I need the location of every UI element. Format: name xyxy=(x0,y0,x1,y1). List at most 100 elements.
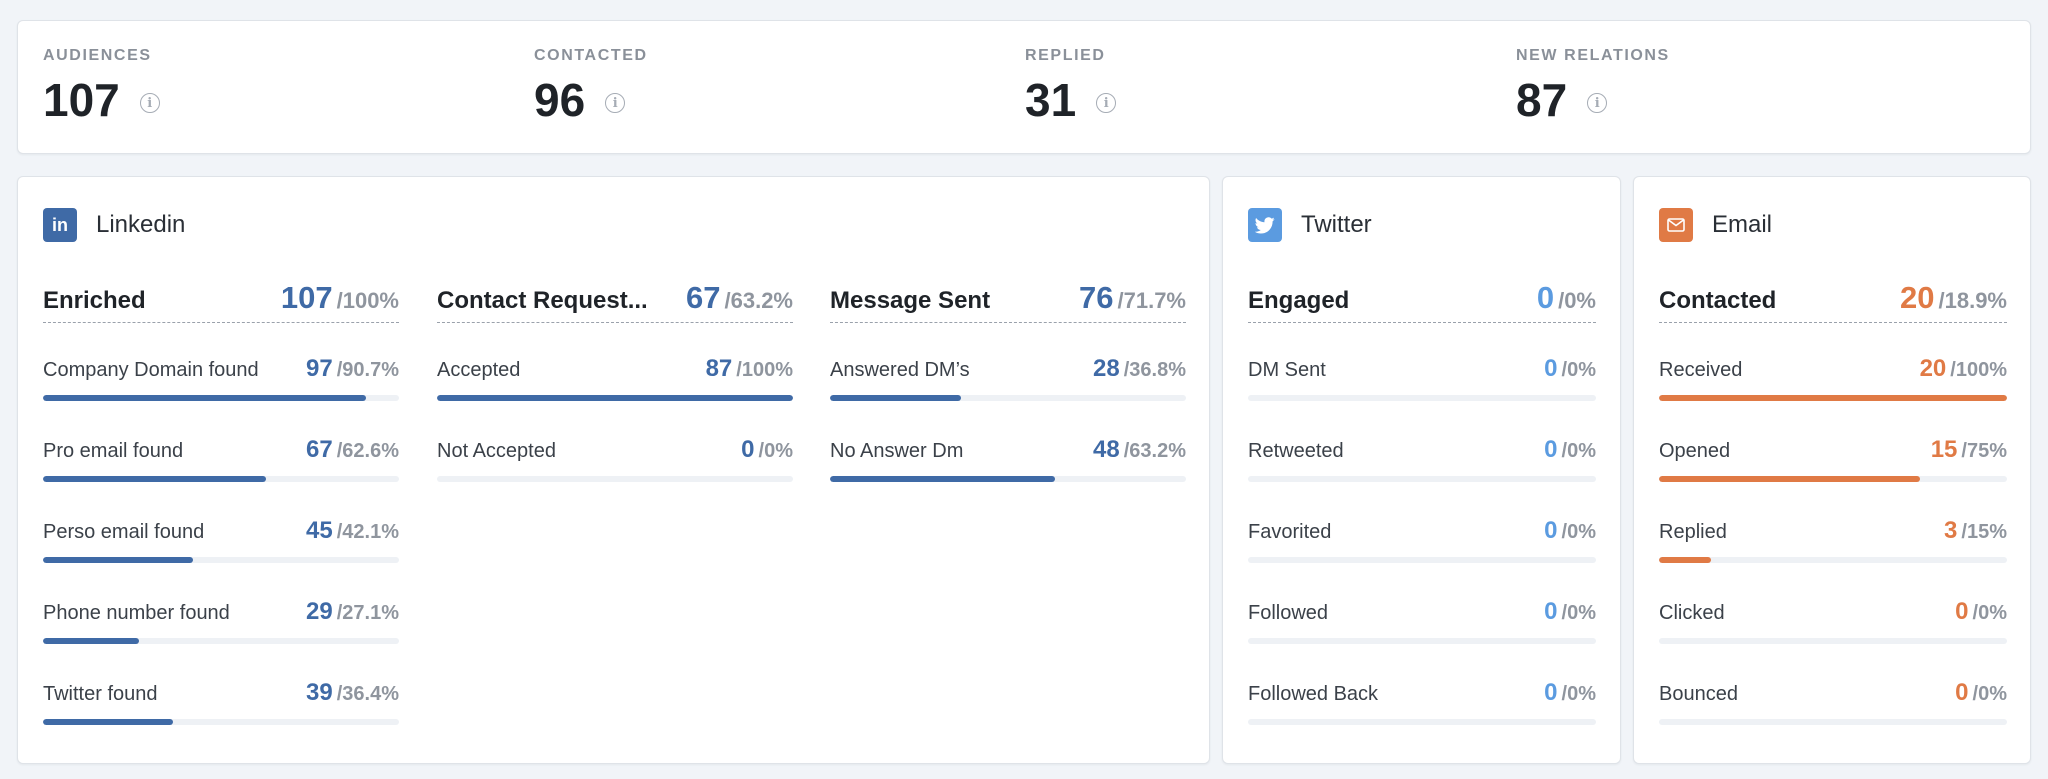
email-title: Email xyxy=(1712,211,1773,238)
metric-row: Not Accepted 0/0% xyxy=(437,404,793,485)
metric-value: 39 xyxy=(306,679,333,706)
twitter-bird-glyph xyxy=(1255,216,1275,233)
stat-audiences: AUDIENCES 107 i xyxy=(43,47,160,123)
column-title: Contact Request... xyxy=(437,287,648,314)
metric-value: 28 xyxy=(1093,355,1120,382)
metric-column: Enriched 107/100% Company Domain found 97/9… xyxy=(43,280,399,728)
column-title: Engaged xyxy=(1248,287,1350,314)
metric-value: 48 xyxy=(1093,436,1120,463)
progress-track xyxy=(1248,476,1596,482)
progress-track xyxy=(1659,557,2007,563)
metric-row: Pro email found 67/62.6% xyxy=(43,404,399,485)
metric-value: 97 xyxy=(306,355,333,382)
metric-row: Followed 0/0% xyxy=(1248,566,1596,647)
metric-value: 3 xyxy=(1944,517,1958,544)
stat-value: 96 xyxy=(534,74,586,126)
progress-fill xyxy=(437,395,793,401)
column-header: Contacted 20/18.9% xyxy=(1659,280,2007,323)
metric-label: Followed xyxy=(1248,602,1329,624)
stat-label: REPLIED xyxy=(1025,47,1106,64)
progress-fill xyxy=(830,395,961,401)
metric-row: Accepted 87/100% xyxy=(437,323,793,404)
metric-value: 45 xyxy=(306,517,333,544)
stat-label: NEW RELATIONS xyxy=(1516,47,1670,64)
metric-percent: /100% xyxy=(736,359,793,381)
metric-percent: /100% xyxy=(1950,359,2007,381)
progress-track xyxy=(1248,719,1596,725)
progress-track xyxy=(43,476,399,482)
column-header: Contact Request... 67/63.2% xyxy=(437,280,793,323)
metric-value: 0 xyxy=(1955,679,1969,706)
progress-track xyxy=(437,476,793,482)
metric-row: Company Domain found 97/90.7% xyxy=(43,323,399,404)
metric-column: Contact Request... 67/63.2% Accepted 87/100… xyxy=(437,280,793,485)
metric-row: Opened 15/75% xyxy=(1659,404,2007,485)
progress-track xyxy=(43,719,399,725)
summary-stats-card: AUDIENCES 107 i CONTACTED 96 i REPLIED 3… xyxy=(17,20,2031,154)
metric-label: Not Accepted xyxy=(437,440,556,462)
metric-column: Engaged 0/0% DM Sent 0/0% Retweeted 0/0% Favor… xyxy=(1248,280,1596,728)
info-icon[interactable]: i xyxy=(1587,93,1608,113)
stat-contacted: CONTACTED 96 i xyxy=(534,47,648,123)
stat-value: 31 xyxy=(1025,74,1077,126)
metric-value: 0 xyxy=(1544,598,1558,625)
progress-track xyxy=(830,395,1186,401)
column-value: 20 xyxy=(1900,280,1935,315)
metric-percent: /0% xyxy=(1561,440,1596,462)
metric-percent: /90.7% xyxy=(336,359,399,381)
progress-track xyxy=(437,395,793,401)
linkedin-card: in Linkedin Enriched 107/100% Company Doma… xyxy=(17,176,1210,764)
progress-fill xyxy=(1659,395,2007,401)
progress-fill xyxy=(43,557,193,563)
column-title: Contacted xyxy=(1659,287,1777,314)
metric-percent: /42.1% xyxy=(336,521,399,543)
metric-percent: /27.1% xyxy=(336,602,399,624)
progress-fill xyxy=(830,476,1055,482)
column-title: Message Sent xyxy=(830,287,991,314)
info-icon[interactable]: i xyxy=(139,93,160,113)
progress-fill xyxy=(1659,557,1712,563)
metric-percent: /36.4% xyxy=(336,683,399,705)
metric-label: Phone number found xyxy=(43,602,230,624)
metric-value: 0 xyxy=(741,436,755,463)
envelope-glyph xyxy=(1667,218,1685,232)
metric-row: Followed Back 0/0% xyxy=(1248,647,1596,728)
metric-label: Replied xyxy=(1659,521,1727,543)
metric-label: Bounced xyxy=(1659,683,1738,705)
metric-label: Twitter found xyxy=(43,683,158,705)
email-card: Email Contacted 20/18.9% Received 20/100% Op… xyxy=(1633,176,2031,764)
stat-replied: REPLIED 31 i xyxy=(1025,47,1117,126)
envelope-icon xyxy=(1659,208,1693,242)
linkedin-icon: in xyxy=(43,208,77,242)
progress-track xyxy=(1659,395,2007,401)
metric-row: Perso email found 45/42.1% xyxy=(43,485,399,566)
metric-row: Retweeted 0/0% xyxy=(1248,404,1596,485)
metric-percent: /0% xyxy=(1972,602,2007,624)
stat-value: 87 xyxy=(1516,74,1568,126)
metric-percent: /75% xyxy=(1961,440,2007,462)
info-icon[interactable]: i xyxy=(605,93,626,113)
metric-percent: /36.8% xyxy=(1123,359,1186,381)
metric-percent: /0% xyxy=(1561,359,1596,381)
metric-label: Company Domain found xyxy=(43,359,259,381)
info-icon[interactable]: i xyxy=(1096,93,1117,113)
column-value: 107 xyxy=(280,280,333,315)
metric-percent: /62.6% xyxy=(336,440,399,462)
progress-track xyxy=(1248,638,1596,644)
metric-label: No Answer Dm xyxy=(830,440,964,462)
linkedin-badge-text: in xyxy=(52,214,68,235)
metric-row: DM Sent 0/0% xyxy=(1248,323,1596,404)
column-value: 76 xyxy=(1079,280,1114,315)
metric-percent: /63.2% xyxy=(1123,440,1186,462)
metric-value: 0 xyxy=(1544,436,1558,463)
column-percent: /18.9% xyxy=(1938,288,2008,313)
column-header: Message Sent 76/71.7% xyxy=(830,280,1186,323)
progress-track xyxy=(1248,557,1596,563)
metric-row: Clicked 0/0% xyxy=(1659,566,2007,647)
metric-row: Answered DM’s 28/36.8% xyxy=(830,323,1186,404)
metric-percent: /0% xyxy=(1972,683,2007,705)
stat-value: 107 xyxy=(43,74,120,126)
metric-row: Received 20/100% xyxy=(1659,323,2007,404)
metric-value: 0 xyxy=(1544,355,1558,382)
progress-track xyxy=(1659,719,2007,725)
